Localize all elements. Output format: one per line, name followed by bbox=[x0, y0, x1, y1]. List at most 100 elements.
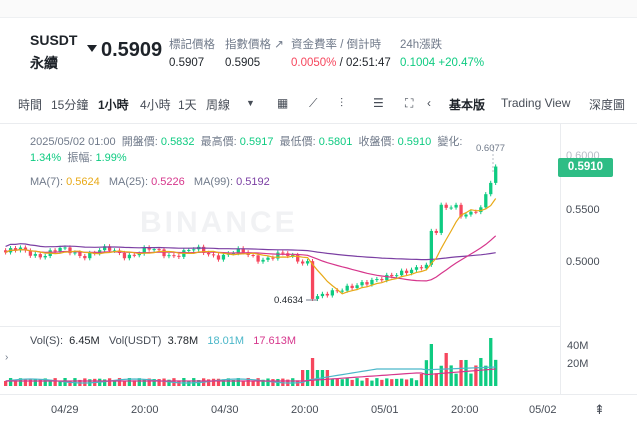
candle-style-icon[interactable]: ⫶ bbox=[340, 96, 344, 110]
candle-body bbox=[172, 255, 176, 257]
volume-bar bbox=[484, 365, 488, 386]
vol-s-value: 6.45M bbox=[69, 335, 100, 347]
interval-1d[interactable]: 1天 bbox=[178, 98, 197, 112]
volume-bar bbox=[494, 359, 498, 386]
candle-body bbox=[424, 264, 429, 269]
interval-15m[interactable]: 15分鐘 bbox=[51, 98, 89, 112]
open-label: 開盤價: bbox=[121, 136, 158, 148]
candle-body bbox=[187, 250, 191, 252]
mark-price-label[interactable]: 標記價格 bbox=[169, 39, 215, 51]
volume-bar bbox=[449, 365, 453, 386]
candle-body bbox=[251, 255, 255, 257]
candle-body bbox=[202, 246, 206, 253]
volume-bar bbox=[53, 378, 57, 386]
volume-bar bbox=[122, 380, 127, 386]
interval-week[interactable]: 周線 bbox=[206, 98, 231, 112]
candle-body bbox=[231, 253, 235, 255]
candle-body bbox=[28, 250, 33, 256]
candle-body bbox=[310, 261, 315, 299]
basic-view-button[interactable]: 基本版 bbox=[449, 98, 486, 112]
tradingview-button[interactable]: Trading View bbox=[501, 96, 571, 110]
fit-content-icon[interactable]: ⇞ bbox=[594, 402, 605, 417]
close-label: 收盤價: bbox=[358, 136, 395, 148]
candle-body bbox=[43, 255, 47, 258]
indicator-icon[interactable]: ⟋ bbox=[309, 96, 318, 110]
volume-bar bbox=[424, 360, 429, 386]
x-tick-2000-a: 20:00 bbox=[131, 404, 159, 416]
candle-body bbox=[320, 293, 325, 297]
symbol-name[interactable]: SUSDT bbox=[30, 32, 78, 48]
volume-bar bbox=[330, 378, 334, 386]
vol-ma-line-1 bbox=[5, 366, 496, 384]
volume-bar bbox=[375, 378, 379, 386]
funding-separator: / bbox=[339, 57, 343, 69]
candle-body bbox=[4, 250, 8, 253]
volume-bar bbox=[335, 378, 339, 386]
chevron-left-icon[interactable]: ‹ bbox=[427, 96, 431, 110]
volume-bar bbox=[409, 378, 414, 386]
funding-countdown: 02:51:47 bbox=[346, 57, 391, 69]
interval-1h[interactable]: 1小時 bbox=[98, 98, 129, 112]
candle-body bbox=[122, 252, 127, 259]
candle-body bbox=[370, 279, 374, 285]
depth-chart-button[interactable]: 深度圖 bbox=[589, 98, 626, 112]
volume-bar bbox=[137, 378, 141, 386]
funding-values: 0.0050% / 02:51:47 bbox=[291, 57, 391, 69]
index-price-value: 0.5905 bbox=[225, 57, 261, 69]
candle-body bbox=[474, 211, 478, 213]
current-price-tag: 0.5910 bbox=[558, 158, 613, 177]
ma25-line bbox=[5, 235, 497, 282]
candle-body bbox=[414, 267, 419, 270]
candle-body bbox=[53, 250, 57, 252]
external-link-icon: ↗ bbox=[274, 39, 284, 51]
candle-body bbox=[192, 249, 196, 251]
volume-bar bbox=[162, 378, 166, 386]
volume-bar bbox=[112, 380, 117, 386]
x-tick-0501: 05/01 bbox=[371, 404, 399, 416]
candle-body bbox=[385, 274, 389, 281]
volume-bar bbox=[107, 378, 112, 386]
candle-body bbox=[400, 270, 404, 276]
candle-body bbox=[395, 275, 399, 277]
candle-body bbox=[157, 249, 161, 251]
volume-bar bbox=[167, 379, 171, 386]
x-tick-0430: 04/30 bbox=[211, 404, 239, 416]
volume-bar bbox=[192, 378, 196, 386]
ma7-value: 0.5624 bbox=[66, 176, 100, 188]
volume-bar bbox=[226, 378, 231, 386]
candle-body bbox=[281, 252, 285, 254]
mark-price-value: 0.5907 bbox=[169, 57, 205, 69]
volume-bar bbox=[127, 378, 132, 386]
volume-bar bbox=[48, 379, 52, 386]
candle-body bbox=[256, 255, 260, 262]
candle-body bbox=[479, 207, 483, 213]
candle-body bbox=[330, 290, 334, 296]
volume-bar bbox=[479, 358, 483, 386]
volume-bar bbox=[13, 380, 18, 386]
price-down-arrow-icon bbox=[87, 45, 97, 52]
calendar-icon[interactable]: ▦ bbox=[277, 96, 289, 110]
amplitude-label: 振幅: bbox=[67, 152, 93, 164]
volume-bar bbox=[360, 380, 364, 386]
volume-bar bbox=[221, 379, 226, 386]
candle-body bbox=[484, 194, 488, 208]
settings-list-icon[interactable]: ☰ bbox=[373, 96, 384, 110]
candle-body bbox=[127, 254, 132, 259]
ma25-label: MA(25): bbox=[108, 176, 149, 188]
funding-label[interactable]: 資金費率 / 倒計時 bbox=[291, 39, 382, 51]
volume-bar bbox=[206, 379, 211, 386]
more-intervals-caret-icon[interactable]: ▼ bbox=[246, 98, 255, 108]
interval-time[interactable]: 時間 bbox=[18, 98, 43, 112]
candle-body bbox=[78, 252, 82, 257]
volume-bar bbox=[68, 380, 72, 386]
volume-bar bbox=[23, 379, 28, 386]
fullscreen-icon[interactable]: ⛶ bbox=[405, 96, 414, 110]
candle-body bbox=[404, 270, 409, 274]
index-price-label[interactable]: 指數價格 ↗ bbox=[225, 39, 284, 51]
candle-body bbox=[33, 254, 37, 256]
collapse-arrow-icon[interactable]: › bbox=[5, 352, 9, 363]
interval-4h[interactable]: 4小時 bbox=[140, 98, 171, 112]
volume-bar bbox=[103, 379, 107, 386]
volume-bar bbox=[380, 379, 384, 386]
